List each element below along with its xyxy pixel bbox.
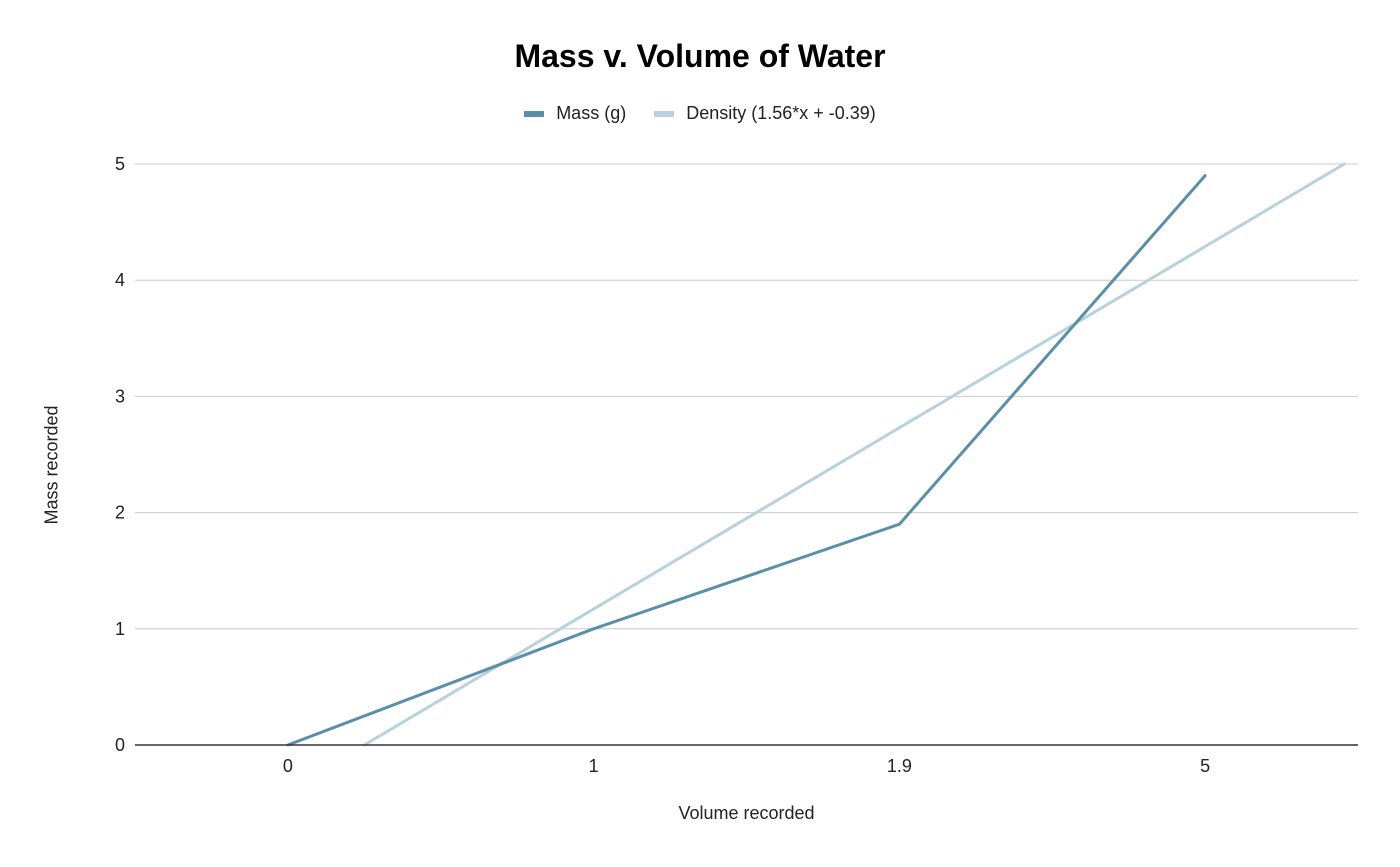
legend-label-density: Density (1.56*x + -0.39) (686, 103, 876, 123)
y-tick-label: 0 (115, 735, 125, 755)
y-tick-label: 5 (115, 154, 125, 174)
x-tick-label: 5 (1200, 756, 1210, 776)
chart-title: Mass v. Volume of Water (514, 38, 886, 74)
x-tick-label: 0 (283, 756, 293, 776)
y-tick-label: 3 (115, 386, 125, 406)
legend-swatch-density (654, 110, 675, 117)
legend-item-density[interactable]: Density (1.56*x + -0.39) (654, 103, 876, 124)
chart-legend: Mass (g) Density (1.56*x + -0.39) (0, 103, 1400, 124)
trendline-density (362, 162, 1346, 747)
x-axis-title: Volume recorded (678, 803, 815, 823)
y-tick-label: 4 (115, 270, 125, 290)
legend-item-mass[interactable]: Mass (g) (524, 103, 626, 124)
series-line-mass (286, 174, 1207, 747)
legend-label-mass: Mass (g) (556, 103, 627, 123)
y-tick-label: 2 (115, 503, 125, 523)
legend-swatch-mass (524, 110, 545, 117)
x-tick-label: 1.9 (887, 756, 912, 776)
y-axis-title: Mass recorded (41, 405, 62, 525)
x-tick-label: 1 (589, 756, 599, 776)
y-tick-label: 1 (115, 619, 125, 639)
